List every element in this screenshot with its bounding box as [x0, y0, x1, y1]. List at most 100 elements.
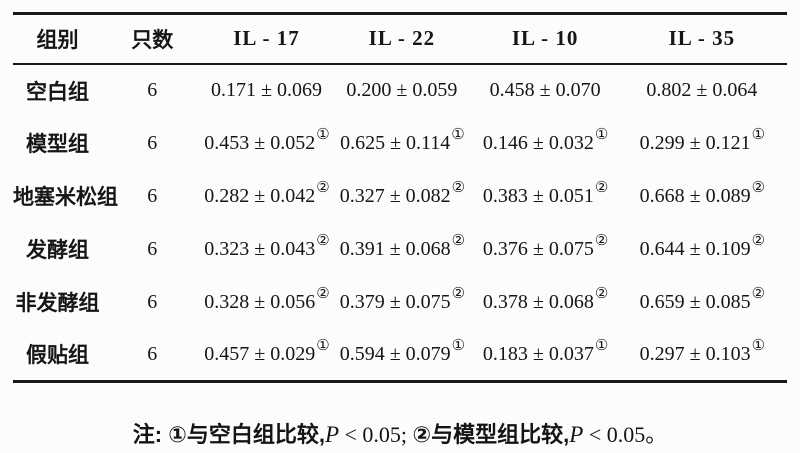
- il10-value: 0.146 ± 0.032①: [474, 117, 617, 170]
- value-text: 0.376 ± 0.075: [482, 237, 594, 260]
- footnote-label: 注:: [132, 422, 169, 447]
- significance-marker: ①: [316, 338, 330, 355]
- col-header-il10: IL - 10: [511, 26, 579, 51]
- significance-marker: ①: [594, 338, 609, 355]
- value-text: 0.458 ± 0.070: [489, 79, 601, 101]
- significance-marker: ②: [451, 179, 466, 196]
- il35-value: 0.644 ± 0.109②: [617, 223, 787, 276]
- significance-marker: ①: [751, 338, 766, 355]
- p-variable: P: [569, 422, 584, 447]
- significance-marker: ②: [451, 285, 466, 302]
- il22-value: 0.200 ± 0.059: [330, 64, 473, 117]
- significance-marker: ①: [451, 126, 465, 143]
- significance-marker: ②: [751, 179, 766, 196]
- significance-marker: ②: [594, 285, 609, 302]
- table-row-blank-group: 空白组 6 0.171 ± 0.069 0.200 ± 0.059 0.458 …: [13, 64, 787, 117]
- p-threshold2: < 0.05。: [583, 422, 668, 447]
- il22-value: 0.379 ± 0.075②: [330, 276, 473, 329]
- table-row-fermented-group: 发酵组 6 0.323 ± 0.043② 0.391 ± 0.068② 0.37…: [13, 223, 787, 276]
- group-label: 非发酵组: [15, 292, 100, 315]
- il10-value: 0.378 ± 0.068②: [474, 276, 617, 329]
- il35-value: 0.297 ± 0.103①: [617, 329, 787, 382]
- value-text: 0.378 ± 0.068: [482, 290, 594, 313]
- group-label: 地塞米松组: [13, 186, 118, 209]
- value-text: 0.183 ± 0.037: [482, 342, 594, 365]
- p-threshold1: < 0.05;: [339, 422, 413, 447]
- significance-marker: ②: [751, 232, 766, 249]
- p-variable: P: [324, 422, 339, 447]
- il35-value: 0.659 ± 0.085②: [617, 276, 787, 329]
- value-text: 0.171 ± 0.069: [210, 79, 322, 101]
- value-text: 0.323 ± 0.043: [204, 237, 316, 260]
- value-text: 0.594 ± 0.079: [339, 342, 451, 365]
- table-row-dexamethasone-group: 地塞米松组 6 0.282 ± 0.042② 0.327 ± 0.082② 0.…: [13, 170, 787, 223]
- count-value: 6: [147, 237, 158, 260]
- significance-marker: ②: [451, 232, 466, 249]
- il10-value: 0.458 ± 0.070: [474, 64, 617, 117]
- count-value: 6: [147, 342, 158, 365]
- significance-marker: ①: [316, 126, 330, 143]
- il10-value: 0.376 ± 0.075②: [474, 223, 617, 276]
- value-text: 0.299 ± 0.121: [639, 131, 751, 154]
- il10-value: 0.383 ± 0.051②: [474, 170, 617, 223]
- col-header-group: 组别: [36, 28, 79, 52]
- value-text: 0.668 ± 0.089: [639, 184, 751, 207]
- value-text: 0.146 ± 0.032: [482, 131, 594, 154]
- il17-value: 0.323 ± 0.043②: [203, 223, 331, 276]
- significance-marker: ②: [594, 232, 609, 249]
- value-text: 0.297 ± 0.103: [639, 342, 751, 365]
- significance-marker: ①: [451, 338, 466, 355]
- value-text: 0.383 ± 0.051: [482, 184, 594, 207]
- count-value: 6: [147, 290, 158, 313]
- group-label: 发酵组: [26, 239, 89, 262]
- il22-value: 0.594 ± 0.079①: [330, 329, 473, 382]
- value-text: 0.282 ± 0.042: [204, 184, 316, 207]
- col-header-il22: IL - 22: [368, 26, 436, 51]
- significance-marker: ②: [316, 232, 330, 249]
- value-text: 0.457 ± 0.029: [204, 342, 316, 365]
- il22-value: 0.327 ± 0.082②: [330, 170, 473, 223]
- footnote-marker2-text: ②与模型组比较,: [412, 422, 570, 447]
- significance-marker: ①: [594, 126, 609, 143]
- group-label: 假贴组: [26, 344, 89, 368]
- value-text: 0.453 ± 0.052: [204, 131, 316, 154]
- value-text: 0.327 ± 0.082: [339, 184, 451, 207]
- il17-value: 0.282 ± 0.042②: [203, 170, 331, 223]
- col-header-il35: IL - 35: [668, 26, 736, 51]
- significance-marker: ①: [751, 126, 766, 143]
- significance-marker: ②: [594, 179, 609, 196]
- table-row-model-group: 模型组 6 0.453 ± 0.052① 0.625 ± 0.114① 0.14…: [13, 117, 787, 170]
- value-text: 0.200 ± 0.059: [346, 79, 458, 101]
- value-text: 0.328 ± 0.056: [204, 290, 316, 313]
- il17-value: 0.328 ± 0.056②: [203, 276, 331, 329]
- group-label: 模型组: [26, 133, 89, 156]
- header-row: 组别 只数 IL - 17 IL - 22 IL - 10 IL - 35: [13, 14, 787, 64]
- count-value: 6: [147, 79, 158, 101]
- il17-value: 0.457 ± 0.029①: [203, 329, 331, 382]
- count-value: 6: [147, 131, 158, 154]
- value-text: 0.379 ± 0.075: [339, 290, 451, 313]
- il35-value: 0.802 ± 0.064: [617, 64, 787, 117]
- value-text: 0.644 ± 0.109: [639, 237, 751, 260]
- col-header-il17: IL - 17: [233, 26, 300, 51]
- il35-value: 0.299 ± 0.121①: [617, 117, 787, 170]
- value-text: 0.625 ± 0.114: [340, 131, 451, 154]
- value-text: 0.391 ± 0.068: [339, 237, 451, 260]
- table-row-sham-patch-group: 假贴组 6 0.457 ± 0.029① 0.594 ± 0.079① 0.18…: [13, 329, 787, 382]
- footnote-marker1-text: ①与空白组比较,: [168, 422, 325, 447]
- value-text: 0.659 ± 0.085: [639, 290, 751, 313]
- il10-value: 0.183 ± 0.037①: [474, 329, 617, 382]
- table-footnote: 注: ①与空白组比较,P < 0.05; ②与模型组比较,P < 0.05。: [0, 420, 800, 450]
- significance-marker: ②: [316, 179, 330, 196]
- il17-value: 0.171 ± 0.069: [203, 64, 331, 117]
- il22-value: 0.391 ± 0.068②: [330, 223, 473, 276]
- value-text: 0.802 ± 0.064: [646, 79, 758, 101]
- significance-marker: ②: [751, 285, 766, 302]
- significance-marker: ②: [316, 285, 330, 302]
- results-table: 组别 只数 IL - 17 IL - 22 IL - 10 IL - 35 空白…: [13, 12, 787, 383]
- table-row-nonfermented-group: 非发酵组 6 0.328 ± 0.056② 0.379 ± 0.075② 0.3…: [13, 276, 787, 329]
- group-label: 空白组: [26, 80, 89, 104]
- il22-value: 0.625 ± 0.114①: [330, 117, 473, 170]
- count-value: 6: [147, 184, 158, 207]
